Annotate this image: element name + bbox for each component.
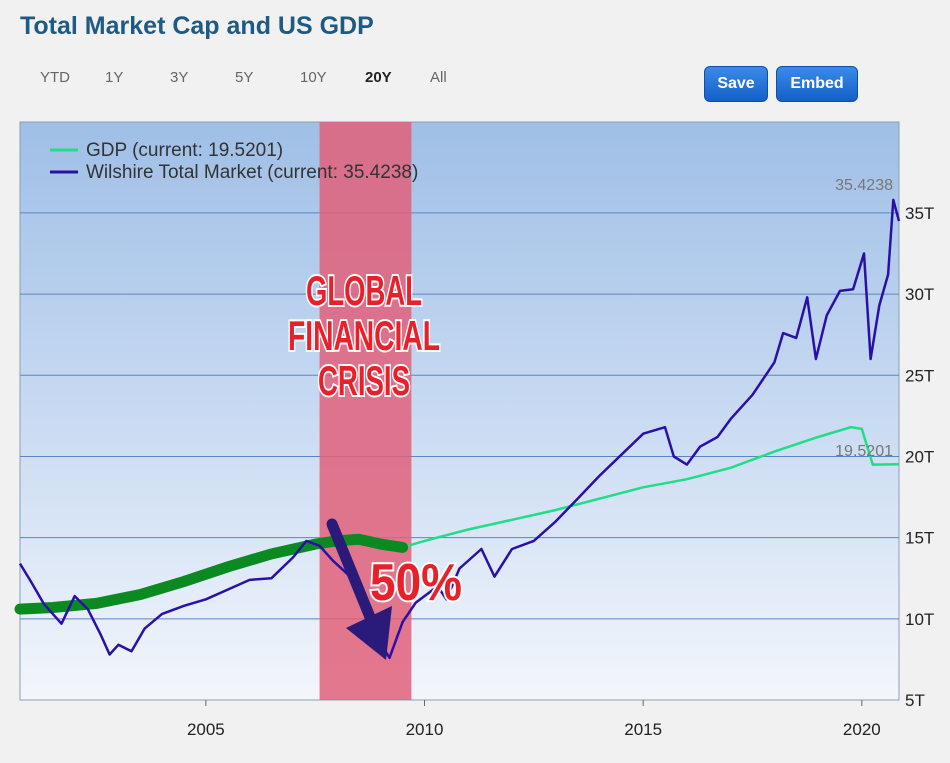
crisis-line-3: CRISIS	[318, 357, 410, 404]
arrow-shaft	[326, 518, 378, 628]
arrow-head	[346, 606, 392, 660]
plot-background	[19, 121, 900, 701]
range-tab-5y[interactable]: 5Y	[235, 68, 254, 86]
legend-label-gdp: GDP (current: 19.5201)	[86, 140, 283, 161]
range-tab-20y[interactable]: 20Y	[365, 68, 392, 86]
x-tick-label: 2020	[843, 720, 881, 739]
save-button[interactable]: Save	[704, 66, 768, 102]
y-tick-label: 30T	[905, 285, 934, 304]
gdp-highlight-line	[14, 533, 409, 615]
y-tick-label: 5T	[905, 691, 925, 710]
x-tick-label: 2010	[406, 720, 444, 739]
crisis-line-1: GLOBAL	[306, 267, 422, 314]
y-tick-label: 35T	[905, 204, 934, 223]
y-tick-label: 15T	[905, 529, 934, 548]
drop-arrow	[326, 518, 392, 660]
last-value-label-gdp: 19.5201	[835, 443, 893, 460]
drop-label: 50%	[370, 554, 462, 612]
range-tab-1y[interactable]: 1Y	[105, 68, 124, 86]
y-axis: 5T 10T 15T 20T 25T 30T 35T	[905, 204, 934, 710]
embed-button[interactable]: Embed	[776, 66, 858, 102]
crisis-line-2: FINANCIAL	[288, 312, 440, 359]
series-line-wilshire	[18, 198, 901, 660]
y-tick-label: 10T	[905, 610, 934, 629]
last-value-label-wilshire: 35.4238	[835, 177, 893, 194]
range-selector: YTD 1Y 3Y 5Y 10Y 20Y All	[40, 66, 495, 88]
range-tab-all[interactable]: All	[430, 68, 447, 86]
range-tab-3y[interactable]: 3Y	[170, 68, 189, 86]
y-tick-label: 20T	[905, 447, 934, 466]
crisis-annotation: GLOBAL FINANCIAL CRISIS	[286, 265, 442, 406]
range-tab-10y[interactable]: 10Y	[300, 68, 327, 86]
x-axis: 2005 2010 2015 2020	[187, 700, 881, 739]
y-tick-label: 25T	[905, 366, 934, 385]
legend-label-wilshire: Wilshire Total Market (current: 35.4238)	[86, 162, 418, 183]
x-tick-label: 2005	[187, 720, 225, 739]
legend: GDP (current: 19.5201) Wilshire Total Ma…	[50, 140, 418, 183]
chart-title: Total Market Cap and US GDP	[20, 12, 374, 40]
range-tab-ytd[interactable]: YTD	[40, 68, 70, 86]
x-tick-label: 2015	[624, 720, 662, 739]
grid	[20, 212, 899, 620]
